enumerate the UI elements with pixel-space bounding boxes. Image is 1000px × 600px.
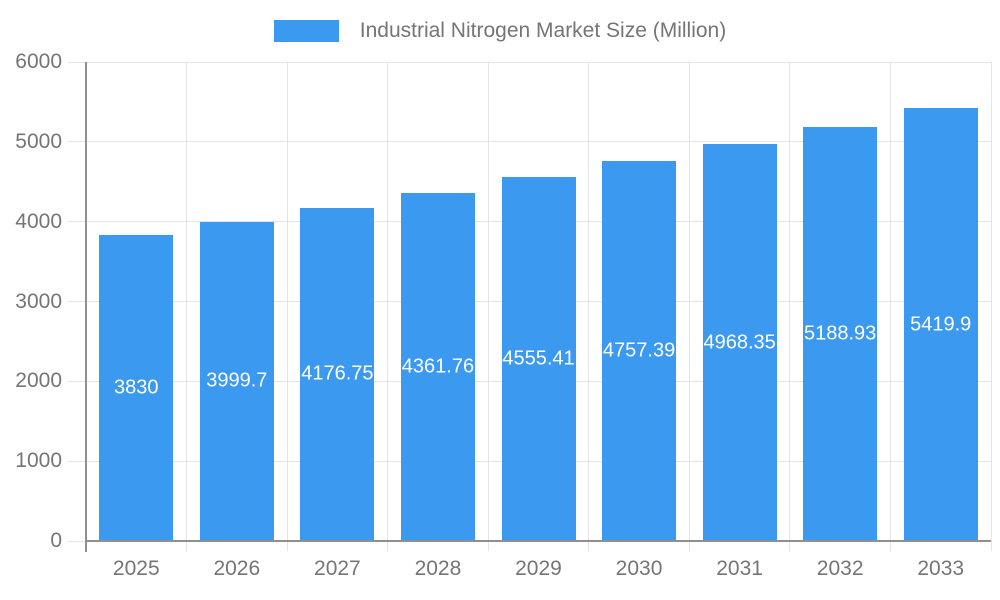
x-tick-mark [286,541,288,551]
x-axis-label-2027: 2027 [314,557,361,580]
bar-value-label: 4361.76 [401,355,475,378]
bar-2033[interactable]: 5419.9 [903,108,978,541]
x-tick-mark [789,541,791,551]
x-axis-line [86,540,991,542]
x-tick-mark [688,541,690,551]
x-axis-label-2025: 2025 [112,557,160,580]
y-tick-mark [68,301,86,302]
bar-value-label: 3999.7 [206,369,268,392]
bar-value-label: 4968.35 [703,331,776,354]
y-axis-label-5000: 5000 [15,129,62,153]
x-axis-label-2026: 2026 [213,557,261,580]
y-axis-label-1000: 1000 [15,449,62,473]
legend-swatch [273,20,339,42]
y-axis-label-2000: 2000 [15,369,62,393]
x-axis-label-2028: 2028 [414,557,462,580]
y-tick-mark [68,141,86,143]
bar-2029[interactable]: 4555.41 [501,177,576,541]
y-tick-mark [68,460,86,462]
x-axis-label-2032: 2032 [816,557,864,580]
legend-label: Industrial Nitrogen Market Size (Million… [359,19,727,42]
gridline-horizontal [86,61,991,63]
bar-2028[interactable]: 4361.76 [400,192,475,541]
bar-value-label: 4555.41 [502,347,575,370]
gridline-vertical [286,62,288,541]
y-axis-label-3000: 3000 [15,289,62,313]
bar-2032[interactable]: 5188.93 [803,126,878,541]
gridline-vertical [387,62,389,541]
x-tick-mark [990,541,992,551]
gridline-vertical [889,62,891,541]
chart-legend[interactable]: Industrial Nitrogen Market Size (Million… [0,18,1000,44]
bar-value-label: 4757.39 [602,339,676,362]
bar-2030[interactable]: 4757.39 [602,161,677,541]
gridline-vertical [688,62,690,541]
bar-2027[interactable]: 4176.75 [300,207,375,541]
bar-value-label: 4176.75 [301,362,374,385]
y-tick-mark [68,61,86,63]
bar-value-label: 5419.9 [910,313,972,336]
gridline-horizontal [86,141,991,143]
bar-2026[interactable]: 3999.7 [199,221,274,541]
x-tick-mark [889,541,891,551]
bar-value-label: 5188.93 [804,322,877,345]
y-axis-label-6000: 6000 [15,50,62,73]
y-axis-label-4000: 4000 [15,209,62,233]
y-tick-mark [68,221,86,223]
x-tick-mark [186,541,188,551]
bar-value-label: 3830 [114,376,159,399]
x-axis-label-2030: 2030 [615,557,663,580]
x-axis-label-2029: 2029 [515,557,562,580]
bar-2025[interactable]: 3830 [99,235,174,541]
y-axis-line [85,62,87,552]
y-axis-label-0: 0 [50,529,62,552]
gridline-vertical [789,62,791,541]
gridline-vertical [990,62,992,541]
x-axis-label-2031: 2031 [716,557,763,580]
x-tick-mark [487,541,489,551]
x-tick-mark [387,541,389,551]
gridline-vertical [588,62,590,541]
y-tick-mark [68,380,86,382]
gridline-vertical [186,62,188,541]
bar-2031[interactable]: 4968.35 [702,144,777,541]
gridline-vertical [487,62,489,541]
x-tick-mark [588,541,590,551]
y-tick-mark [68,540,86,542]
x-axis-label-2033: 2033 [917,557,965,580]
